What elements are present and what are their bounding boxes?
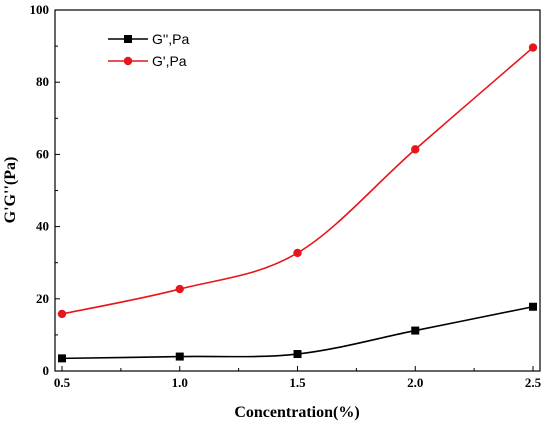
x-tick-label: 0.5 [54,375,71,390]
x-axis: 0.5 1.0 1.5 2.0 2.5 [54,366,542,390]
series-layer [57,43,538,363]
data-point-g-prime [411,145,420,154]
y-tick-label: 20 [36,291,49,306]
y-tick-label: 40 [36,219,49,234]
y-tick-label: 100 [30,2,50,17]
legend-label-g-prime: G',Pa [152,53,187,69]
data-point-g-double-prime [293,350,302,359]
y-tick-label: 60 [36,146,49,161]
y-tick-label: 0 [43,363,50,378]
y-tick-label: 80 [36,74,49,89]
series-line-g-prime [61,46,534,315]
legend-marker-g-double-prime [124,35,132,43]
y-axis: 0 20 40 60 80 100 [30,2,60,378]
x-tick-label: 2.5 [525,375,542,390]
x-tick-label: 1.0 [172,375,188,390]
data-point-g-prime [175,284,184,294]
data-point-g-prime [57,309,67,319]
data-point-g-double-prime [58,354,66,363]
data-point-g-prime [293,248,302,258]
x-tick-label: 2.0 [407,375,423,390]
x-tick-label: 1.5 [289,375,306,390]
y-axis-title: G'G''(Pa) [2,157,19,224]
data-point-g-double-prime [529,302,537,311]
x-axis-title: Concentration(%) [234,404,359,421]
legend: G'',Pa G',Pa [108,31,189,69]
data-point-g-prime [528,43,538,52]
legend-label-g-double-prime: G'',Pa [152,31,189,47]
legend-marker-g-prime [123,56,133,66]
data-point-g-double-prime [175,352,184,361]
data-point-g-double-prime [411,326,420,335]
